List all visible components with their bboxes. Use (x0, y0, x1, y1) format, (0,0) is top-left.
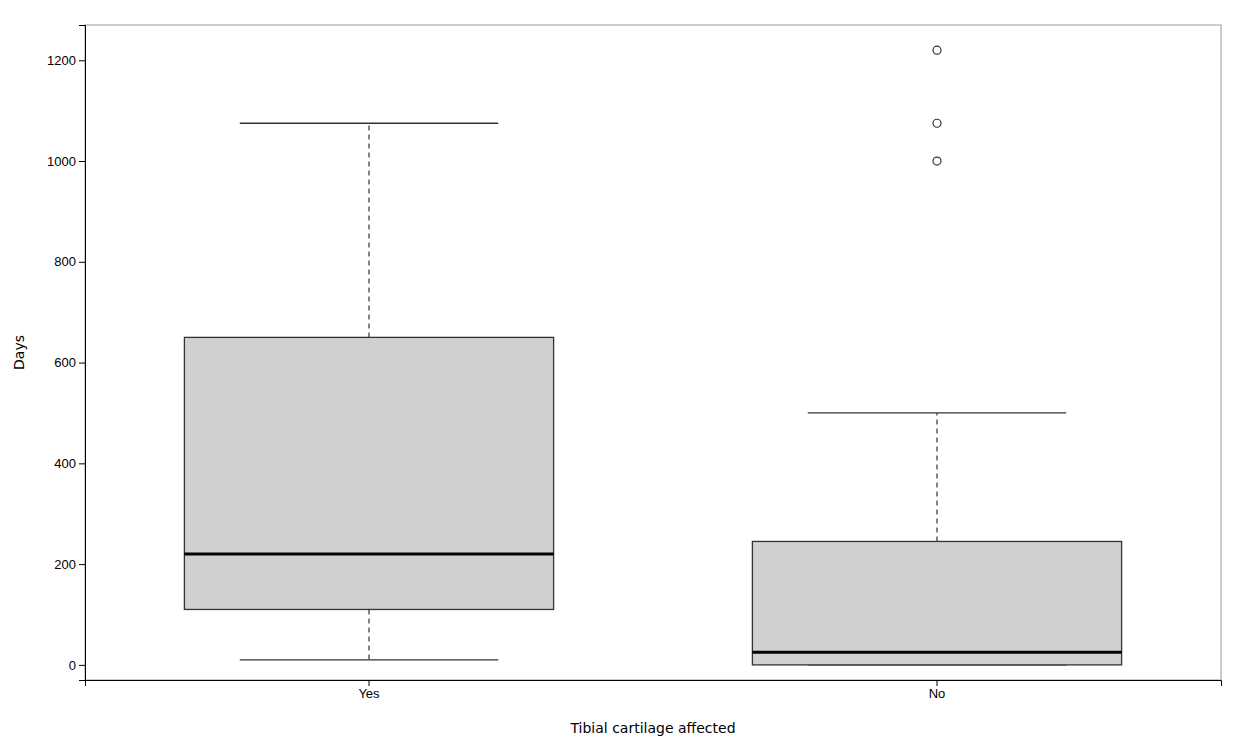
plot-frame (85, 25, 1221, 680)
y-tick: 1000 (47, 154, 85, 169)
outlier (933, 157, 941, 165)
y-tick-label: 0 (69, 658, 76, 673)
x-axis-line (86, 681, 1222, 687)
x-tick-label: Yes (358, 686, 380, 701)
outlier (933, 46, 941, 54)
x-tick-mark (937, 680, 938, 686)
y-tick-mark (79, 363, 85, 364)
y-axis-line (79, 26, 86, 681)
x-tick: No (929, 680, 946, 701)
y-tick-mark (79, 262, 85, 263)
y-tick-mark (79, 463, 85, 464)
y-tick: 1200 (47, 53, 85, 68)
y-tick: 600 (54, 355, 85, 370)
box-group (752, 46, 1121, 665)
y-tick-label: 600 (54, 355, 76, 370)
y-tick-label: 1000 (47, 154, 76, 169)
whisker-high (936, 413, 937, 541)
y-tick: 0 (69, 658, 85, 673)
y-tick-mark (79, 665, 85, 666)
y-tick-label: 1200 (47, 53, 76, 68)
whisker-cap-low (240, 659, 498, 660)
y-tick: 400 (54, 456, 85, 471)
x-tick-label: No (929, 686, 946, 701)
y-tick-label: 400 (54, 456, 76, 471)
median (752, 651, 1121, 654)
y-tick-mark (79, 564, 85, 565)
box (184, 337, 553, 609)
x-axis-title: Tibial cartilage affected (569, 720, 735, 736)
whisker-cap-high (808, 412, 1066, 413)
whisker-cap-high (240, 123, 498, 124)
y-tick-label: 200 (54, 557, 76, 572)
boxes (184, 46, 1121, 665)
whisker-low (368, 609, 369, 659)
outlier (933, 119, 941, 127)
box (752, 541, 1121, 664)
y-tick: 800 (54, 254, 85, 269)
chart: 0 200 400 600 800 1000 1200 Yes No Tibial cartila… (0, 0, 1251, 755)
x-tick-mark (369, 680, 370, 686)
median (184, 553, 553, 556)
y-axis-title: Days (11, 335, 27, 370)
x-axis: Yes No (86, 680, 1222, 701)
y-tick: 200 (54, 557, 85, 572)
box-group (184, 123, 553, 660)
x-tick: Yes (358, 680, 380, 701)
y-tick-mark (79, 161, 85, 162)
plot: 0 200 400 600 800 1000 1200 Yes No (47, 25, 1221, 701)
whisker-high (368, 123, 369, 337)
y-tick-mark (79, 60, 85, 61)
y-axis: 0 200 400 600 800 1000 1200 (47, 26, 85, 681)
y-tick-label: 800 (54, 254, 76, 269)
